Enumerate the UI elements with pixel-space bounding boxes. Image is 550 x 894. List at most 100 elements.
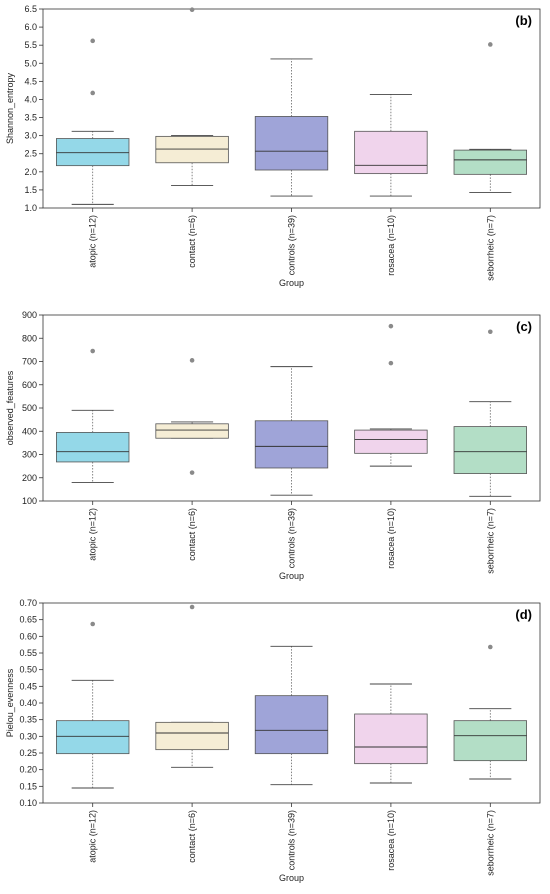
y-tick-label: 5.0 xyxy=(24,58,37,68)
y-tick-label: 200 xyxy=(22,473,37,483)
y-axis-title: Pielou_evenness xyxy=(5,668,15,737)
y-tick-label: 4.0 xyxy=(24,94,37,104)
outlier-point xyxy=(488,42,493,47)
outlier-point xyxy=(488,329,493,335)
y-tick-label: 3.0 xyxy=(24,131,37,141)
iqr-box xyxy=(453,720,527,762)
iqr-box xyxy=(354,429,428,454)
iqr-box xyxy=(254,116,329,171)
x-tick-label: seborrheic (n=7) xyxy=(485,508,495,574)
y-tick-label: 400 xyxy=(22,426,37,436)
x-tick-label: controls (n=39) xyxy=(287,508,297,568)
outlier-point xyxy=(90,38,95,44)
x-axis-title: Group xyxy=(279,873,304,883)
iqr-box xyxy=(56,432,130,463)
y-tick-label: 500 xyxy=(22,403,37,413)
box-3 xyxy=(254,645,329,786)
box-4 xyxy=(354,683,428,784)
box-5 xyxy=(453,42,527,193)
y-axis-title: Shannon_entropy xyxy=(5,72,15,144)
iqr-box xyxy=(354,713,428,765)
panel-label: (d) xyxy=(515,607,532,622)
outlier-point xyxy=(388,360,394,366)
x-tick-label: controls (n=39) xyxy=(287,215,297,275)
iqr-box xyxy=(56,720,130,755)
x-tick-label: contact (n=6) xyxy=(187,810,197,863)
outlier-point xyxy=(90,348,95,354)
chart-panel-1: 1.0 1.5 2.0 2.5 3.0 3.5 4.0 4.5 5.0 5.5 6.0 6.5 Shan… xyxy=(5,4,541,288)
y-tick-label: 600 xyxy=(22,380,37,390)
x-tick-label: contact (n=6) xyxy=(187,215,197,268)
x-tick-label: atopic (n=12) xyxy=(88,215,98,268)
y-tick-label: 4.5 xyxy=(24,76,37,86)
x-tick-label: atopic (n=12) xyxy=(88,810,98,863)
x-tick-label: controls (n=39) xyxy=(287,810,297,870)
iqr-box xyxy=(354,130,428,175)
box-1 xyxy=(56,38,130,205)
x-tick-label: rosacea (n=10) xyxy=(386,215,396,276)
y-tick-label: 3.5 xyxy=(24,113,37,123)
outlier-point xyxy=(189,470,195,475)
y-tick-label: 0.25 xyxy=(19,748,37,758)
iqr-box xyxy=(254,420,329,469)
outlier-point xyxy=(488,644,493,650)
chart-panel-2: 100 200 300 400 500 600 700 800 900 observed_feat… xyxy=(5,310,541,581)
box-1 xyxy=(56,621,130,789)
y-tick-label: 1.5 xyxy=(24,185,37,195)
x-tick-label: atopic (n=12) xyxy=(88,508,98,561)
iqr-box xyxy=(453,149,527,175)
y-tick-label: 100 xyxy=(22,496,37,506)
x-tick-label: contact (n=6) xyxy=(187,508,197,561)
box-3 xyxy=(254,58,329,197)
x-axis-title: Group xyxy=(279,571,304,581)
iqr-box xyxy=(56,138,130,167)
iqr-box xyxy=(155,721,229,751)
panel-label: (c) xyxy=(516,319,532,334)
y-tick-label: 0.20 xyxy=(19,765,37,775)
y-tick-label: 2.0 xyxy=(24,167,37,177)
y-tick-label: 0.30 xyxy=(19,731,37,741)
y-axis-title: observed_features xyxy=(5,370,15,445)
y-tick-label: 0.35 xyxy=(19,715,37,725)
y-tick-label: 6.0 xyxy=(24,22,37,32)
y-tick-label: 900 xyxy=(22,310,37,320)
y-tick-label: 0.60 xyxy=(19,631,37,641)
panel-label: (b) xyxy=(515,13,532,28)
y-tick-label: 1.0 xyxy=(24,203,37,213)
y-tick-label: 6.5 xyxy=(24,4,37,14)
box-4 xyxy=(354,93,428,197)
outlier-point xyxy=(189,358,195,363)
x-tick-label: rosacea (n=10) xyxy=(386,508,396,569)
outlier-point xyxy=(90,90,95,96)
y-tick-label: 0.10 xyxy=(19,798,37,808)
box-2 xyxy=(155,358,229,475)
y-tick-label: 0.70 xyxy=(19,598,37,608)
iqr-box xyxy=(453,426,527,474)
y-tick-label: 0.50 xyxy=(19,665,37,675)
outlier-point xyxy=(189,604,195,610)
y-tick-label: 0.40 xyxy=(19,698,37,708)
box-4 xyxy=(354,323,428,467)
y-tick-label: 300 xyxy=(22,450,37,460)
box-5 xyxy=(453,644,527,780)
box-2 xyxy=(155,604,229,768)
y-tick-label: 5.5 xyxy=(24,40,37,50)
iqr-box xyxy=(254,695,329,755)
iqr-box xyxy=(155,135,229,164)
x-axis-title: Group xyxy=(279,278,304,288)
iqr-box xyxy=(155,423,229,439)
x-tick-label: rosacea (n=10) xyxy=(386,810,396,871)
outlier-point xyxy=(388,323,394,329)
y-tick-label: 0.45 xyxy=(19,681,37,691)
outlier-point xyxy=(90,621,95,627)
y-tick-label: 700 xyxy=(22,357,37,367)
y-tick-label: 0.55 xyxy=(19,648,37,658)
y-tick-label: 0.15 xyxy=(19,781,37,791)
y-tick-label: 0.65 xyxy=(19,615,37,625)
x-tick-label: seborrheic (n=7) xyxy=(485,215,495,281)
plot-frame xyxy=(42,8,541,209)
outlier-point xyxy=(189,7,195,13)
chart-panel-3: 0.10 0.15 0.20 0.25 0.30 0.35 0.40 0.45 0.50 0.55… xyxy=(5,598,541,883)
y-tick-label: 800 xyxy=(22,333,37,343)
